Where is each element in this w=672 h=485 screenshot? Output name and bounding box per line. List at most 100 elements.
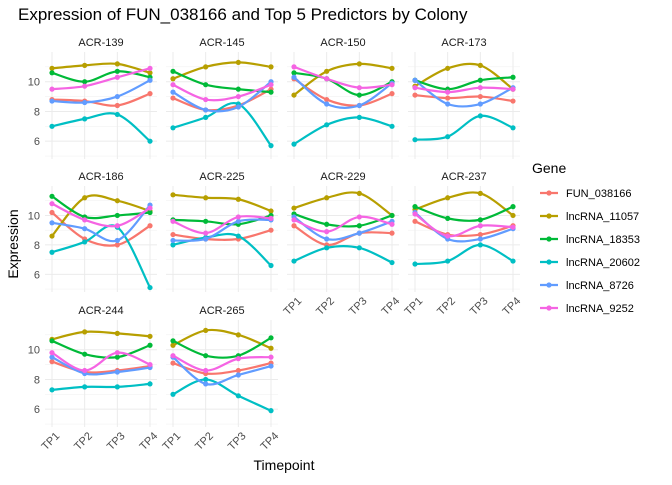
data-point: [268, 89, 274, 95]
series-line: [413, 94, 515, 103]
data-point: [49, 359, 55, 365]
x-tick-label: TP2: [314, 295, 337, 318]
data-point: [82, 226, 88, 232]
data-point: [114, 61, 120, 67]
series-line: [171, 101, 273, 147]
data-point: [82, 62, 88, 68]
legend-label: FUN_038166: [566, 188, 631, 200]
x-tick-label: TP4: [501, 295, 524, 318]
series-line: [50, 356, 152, 376]
series-line: [171, 83, 273, 102]
facet-panels: ACR-139 6 8 10 ACR-145 ACR-150 ACR-173 ACR-186 6…: [28, 37, 524, 453]
facet-panel: ACR-139 6 8 10: [28, 37, 157, 159]
series-line: [50, 92, 152, 107]
data-point: [235, 356, 241, 362]
x-tick-label: TP3: [226, 430, 249, 453]
data-point: [235, 393, 241, 399]
x-tick-label: TP4: [380, 295, 403, 318]
data-point: [235, 59, 241, 66]
gridlines: [166, 52, 278, 159]
data-point: [114, 237, 120, 244]
data-point: [170, 89, 176, 95]
data-point: [235, 372, 241, 378]
data-point: [324, 195, 330, 201]
series-line: [413, 243, 515, 266]
series-line: [413, 86, 515, 94]
gridlines: [166, 186, 278, 292]
data-point: [291, 217, 297, 223]
legend: Gene FUN_038166 lncRNA_11057 lncRNA_18353l…: [532, 160, 640, 315]
y-tick-label: 10: [28, 77, 40, 89]
series-line: [171, 362, 273, 375]
facet-strip-label: ACR-244: [78, 305, 123, 317]
data-point: [170, 237, 176, 244]
data-point: [235, 104, 241, 110]
data-point: [82, 83, 88, 89]
facet-panel: ACR-229 TP1 TP2 TP3 TP4: [282, 171, 403, 318]
series-line: [50, 330, 152, 341]
series-line: [50, 70, 152, 83]
data-point: [356, 102, 362, 109]
x-tick-label: TP1: [282, 295, 305, 318]
data-point: [82, 351, 88, 357]
data-point: [114, 111, 120, 118]
data-point: [147, 91, 153, 97]
y-tick-label: 6: [34, 269, 40, 281]
data-point: [147, 223, 153, 229]
data-point: [356, 245, 362, 251]
legend-item: lncRNA_20602: [540, 257, 640, 269]
data-point: [114, 93, 120, 100]
series-line: [413, 205, 515, 222]
data-point: [235, 93, 241, 100]
data-point: [147, 209, 153, 216]
data-point: [324, 122, 330, 128]
x-tick-label: TP2: [435, 295, 458, 318]
data-point: [268, 335, 274, 341]
data-point: [356, 190, 362, 196]
data-point: [445, 233, 451, 239]
legend-label: lncRNA_8726: [566, 280, 634, 292]
data-point: [412, 77, 418, 83]
facet-strip-label: ACR-186: [78, 171, 123, 183]
data-point: [356, 92, 362, 98]
series-line: [171, 229, 273, 241]
series-line: [171, 61, 273, 80]
data-point: [356, 214, 362, 220]
y-tick-label: 8: [34, 240, 40, 252]
data-point: [268, 354, 274, 360]
x-tick-label: TP1: [403, 295, 426, 318]
series-line: [171, 378, 273, 412]
data-point: [203, 107, 209, 113]
data-point: [324, 245, 330, 251]
series-line: [171, 356, 273, 386]
legend-label: lncRNA_11057: [566, 211, 639, 223]
data-point: [235, 214, 241, 220]
series-line: [413, 220, 515, 238]
data-point: [268, 82, 274, 88]
series-line: [171, 80, 273, 113]
data-point: [147, 138, 153, 144]
data-point: [170, 68, 176, 74]
y-tick-label: 10: [28, 345, 40, 357]
series-line: [292, 65, 394, 89]
data-point: [477, 77, 483, 83]
legend-label: lncRNA_9252: [566, 303, 634, 315]
series-line: [50, 62, 152, 74]
data-point: [389, 221, 395, 227]
data-point: [291, 74, 297, 80]
data-point: [235, 332, 241, 338]
data-point: [235, 233, 241, 239]
series-line: [50, 204, 152, 243]
data-point: [49, 201, 55, 207]
series-line: [171, 218, 273, 242]
legend-key-point: [546, 305, 552, 311]
data-point: [445, 134, 451, 140]
data-point: [445, 215, 451, 221]
data-point: [324, 221, 330, 227]
data-point: [147, 70, 153, 76]
legend-item: lncRNA_9252: [540, 303, 634, 315]
legend-key-point: [546, 236, 552, 242]
series-line: [50, 382, 152, 391]
series-line: [413, 76, 515, 91]
